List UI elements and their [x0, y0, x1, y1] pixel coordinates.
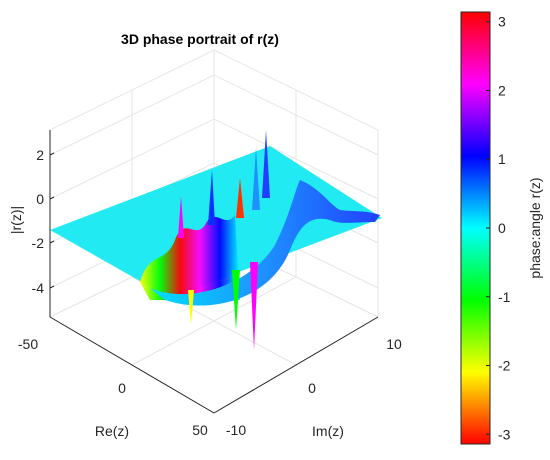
colorbar-tick-label: 0	[498, 220, 506, 236]
z-tick-label: 2	[36, 147, 44, 163]
colorbar: 3 2 1 0 -1 -2 -3 phase:angle r(z)	[460, 11, 543, 445]
z-tick-label: -4	[32, 280, 45, 296]
im-axis-label: Im(z)	[312, 423, 344, 439]
z-tick-mark	[49, 285, 55, 289]
surface-spike-7	[250, 262, 258, 350]
surface-spike-2	[208, 170, 215, 225]
surface-spike-4	[252, 148, 260, 210]
z-tick-mark	[49, 152, 55, 156]
re-ticks: -50 0 50	[18, 336, 208, 438]
wall-grid-z0	[49, 118, 379, 200]
colorbar-tick-label: 2	[498, 82, 506, 98]
colorbar-ticks: 3 2 1 0 -1 -2 -3	[486, 14, 511, 442]
wall-grid-z2	[49, 74, 379, 156]
z-ticks: 2 0 -2 -4	[32, 147, 55, 296]
z-tick-mark	[49, 240, 55, 244]
surface-plot	[50, 130, 382, 350]
re-tick-label: 50	[192, 422, 208, 438]
chart-title: 3D phase portrait of r(z)	[121, 31, 279, 47]
re-tick-label: 0	[118, 380, 126, 396]
z-tick-label: 0	[36, 191, 44, 207]
re-axis-line	[49, 316, 215, 414]
im-axis-line	[213, 316, 379, 414]
im-tick-label: -10	[226, 422, 246, 438]
colorbar-tick-label: -3	[498, 426, 511, 442]
surface-ridge	[150, 180, 380, 306]
colorbar-tick-label: -2	[498, 358, 511, 374]
surface-spike-3	[236, 178, 244, 218]
z-axis-label: |r(z)|	[8, 206, 24, 234]
colorbar-tick-label: 3	[498, 14, 506, 30]
surface-spike-8	[188, 290, 194, 325]
im-tick-label: 0	[308, 380, 316, 396]
z-tick-label: -2	[32, 235, 45, 251]
surface-spike-6	[232, 270, 240, 330]
surface-spike-1	[178, 196, 184, 238]
re-tick-label: -50	[18, 336, 38, 352]
colorbar-tick-label: -1	[498, 289, 511, 305]
im-ticks: -10 0 10	[226, 336, 402, 438]
surface-spike-5	[262, 130, 270, 198]
surface-wave-left	[140, 215, 240, 300]
re-axis-label: Re(z)	[95, 423, 129, 439]
z-tick-mark	[49, 196, 55, 200]
colorbar-label: phase:angle r(z)	[527, 177, 543, 278]
im-tick-label: 10	[386, 336, 402, 352]
colorbar-tick-label: 1	[498, 151, 506, 167]
axis-lines	[49, 130, 379, 414]
colorbar-gradient	[460, 11, 491, 445]
